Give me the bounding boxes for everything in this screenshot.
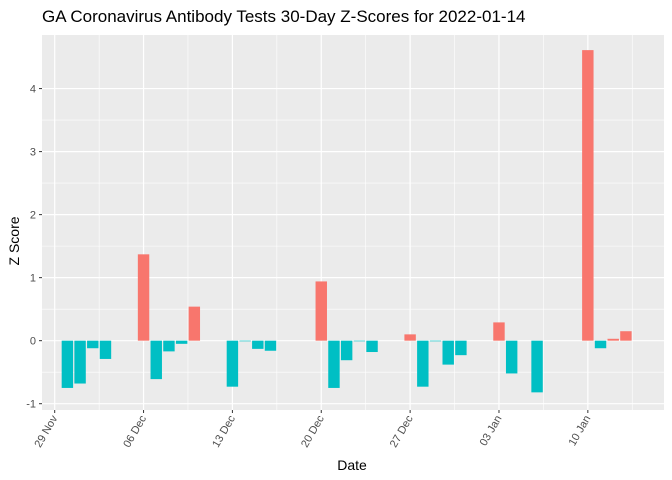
bar <box>594 340 607 349</box>
y-tick-label: 0 <box>30 336 36 348</box>
chart-title: GA Coronavirus Antibody Tests 30-Day Z-S… <box>42 7 525 26</box>
bar <box>188 306 201 341</box>
y-axis-title: Z Score <box>6 216 22 265</box>
y-axis: -1 0 1 2 3 4 <box>26 84 42 411</box>
y-tick-label: 2 <box>30 210 36 222</box>
bar <box>264 340 277 351</box>
bar <box>340 340 353 361</box>
x-axis-title: Date <box>337 457 367 473</box>
x-tick-label: 13 Dec <box>210 413 238 450</box>
bar <box>226 340 239 387</box>
y-tick-label: 4 <box>30 84 36 96</box>
bar <box>99 340 112 359</box>
x-tick-label: 06 Dec <box>121 413 149 450</box>
bar <box>366 340 378 353</box>
bar <box>74 340 86 384</box>
bar <box>455 340 467 356</box>
x-tick-label: 29 Nov <box>32 413 60 450</box>
bar <box>531 340 543 393</box>
x-tick-label: 10 Jan <box>567 414 594 449</box>
bar <box>582 50 594 341</box>
x-tick-label: 27 Dec <box>388 413 416 450</box>
bar <box>137 254 150 341</box>
plot-panel <box>42 35 664 410</box>
bar <box>252 340 264 349</box>
bar <box>87 340 99 349</box>
bars <box>61 50 632 393</box>
bar <box>353 340 366 342</box>
y-tick-label: 3 <box>30 147 36 159</box>
bar <box>417 340 429 387</box>
bar <box>404 334 416 341</box>
bar <box>61 340 74 388</box>
y-tick-label: -1 <box>26 399 36 411</box>
bar <box>239 340 251 342</box>
bar <box>429 340 442 342</box>
x-tick-label: 20 Dec <box>299 413 327 450</box>
y-tick-label: 1 <box>30 273 36 285</box>
bar <box>328 340 340 388</box>
bar <box>163 340 175 352</box>
bar <box>620 331 632 341</box>
bar <box>493 322 505 341</box>
bar <box>607 338 619 341</box>
bar <box>175 340 188 344</box>
bar <box>442 340 454 365</box>
x-axis: 29 Nov 06 Dec 13 Dec 20 Dec 27 Dec 03 Jan 10 J… <box>32 410 593 450</box>
bar <box>315 281 327 341</box>
bar <box>505 340 518 374</box>
bar <box>150 340 162 380</box>
x-tick-label: 03 Jan <box>478 414 505 449</box>
